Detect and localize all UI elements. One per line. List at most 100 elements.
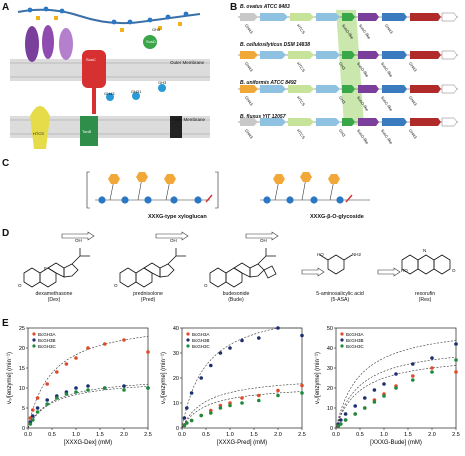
compound-dex: dexamethasone (Dex)	[24, 291, 84, 304]
gh31-enzyme	[132, 92, 140, 100]
strain-4: B. fluxus YIT 12057	[240, 114, 286, 120]
data-point-BcGH3C	[228, 403, 232, 408]
y-tick-label: 30	[173, 351, 179, 357]
y-tick-label: 20	[327, 386, 333, 392]
bude-oh-label: OH	[260, 238, 267, 243]
data-point-BcGH3B	[240, 338, 244, 343]
outer-membrane-label: Outer Membrane	[170, 60, 205, 65]
data-point-BcGH3A	[209, 408, 213, 413]
x-tick-label: 0.0	[178, 432, 186, 438]
panel-label-d: D	[2, 228, 10, 239]
locus-row-3	[238, 84, 458, 94]
legend-marker-BcGH3B	[340, 338, 344, 342]
kinetics-chart-pred: 0.0 0.5 1.0 1.5 2.0 2.5 0 10 20 30 40 [XXXG-Pred] (…	[161, 326, 306, 446]
fit-curve-BcGH3C	[27, 386, 149, 429]
compound-5asa-name: 5-aminosalicylic acid	[316, 291, 364, 297]
y-tick-label: 20	[19, 346, 25, 352]
tonb-protein	[80, 116, 98, 146]
x-tick-label: 0.5	[48, 432, 56, 438]
glucose-beads	[27, 6, 189, 25]
data-point-BcGH3B	[185, 406, 189, 410]
compound-5asa-abbr: (5-ASA)	[330, 296, 350, 303]
y-tick-label: 15	[19, 366, 25, 372]
x-axis-label: [XXXG-Pred] (mM)	[217, 440, 267, 446]
data-point-BcGH3C	[363, 406, 367, 410]
compound-res: resorufin (Res)	[400, 291, 450, 304]
htcs-label: HTCS	[33, 131, 44, 136]
x-tick-label: 2.0	[274, 432, 282, 438]
gh5-enzyme-1	[25, 26, 39, 62]
cleavage-site-right	[345, 194, 353, 203]
data-point-BcGH3A	[228, 401, 232, 405]
panel-label-a: A	[2, 2, 10, 13]
gh43-enzyme	[106, 93, 114, 101]
compound-dex-name: dexamethasone	[35, 291, 73, 297]
compound-res-abbr: (Res)	[418, 296, 432, 303]
data-point-BcGH3C	[103, 386, 107, 390]
x-tick-label: 2.5	[298, 432, 306, 438]
data-point-BcGH3B	[45, 398, 49, 402]
x-tick-label: 2.0	[428, 432, 436, 438]
legend-label-BcGH3A: BcGH3A	[346, 332, 364, 337]
panel-c-structures	[86, 171, 370, 209]
legend-label-BcGH3A: BcGH3A	[192, 332, 210, 337]
tonb-link	[92, 88, 96, 114]
x-tick-label: 1.5	[404, 432, 412, 438]
xylose-beads	[36, 16, 182, 32]
x-tick-label: 2.0	[120, 432, 128, 438]
data-point-BcGH3C	[209, 411, 213, 415]
data-point-BcGH3A	[35, 396, 40, 400]
compound-5asa: 5-aminosalicylic acid (5-ASA)	[300, 291, 380, 304]
y-tick-label: 5	[22, 406, 25, 412]
data-point-BcGH3C	[382, 394, 386, 398]
compound-bude: budesonide (Bude)	[206, 291, 266, 304]
data-point-BcGH3A	[218, 403, 223, 408]
y-tick-label: 20	[173, 376, 179, 382]
legend-label-BcGH3C: BcGH3C	[192, 344, 211, 349]
plot-frame	[335, 327, 457, 429]
data-point-BcGH3C	[240, 401, 244, 405]
data-point-BcGH3C	[454, 358, 458, 362]
data-point-BcGH3C	[122, 388, 126, 392]
strain-2: B. cellulosilyticus DSM 14838	[240, 42, 311, 48]
data-point-BcGH3B	[199, 376, 203, 380]
data-point-BcGH3A	[454, 370, 458, 374]
panel-label-c: C	[2, 158, 10, 169]
gh5-enzyme-3	[59, 28, 73, 60]
x-tick-label: 1.5	[250, 432, 258, 438]
gh5-label: GH5	[152, 27, 161, 32]
data-point-BcGH3C	[189, 418, 194, 423]
legend-marker-BcGH3A	[32, 332, 36, 336]
data-point-BcGH3A	[411, 374, 415, 378]
susc-label: SusC	[86, 57, 96, 62]
x-axis-label: [XXXG-Dex] (mM)	[64, 440, 112, 446]
gh31-label: GH31	[131, 89, 142, 94]
data-point-BcGH3A	[240, 396, 244, 400]
budesonide-structure	[209, 248, 277, 288]
data-point-BcGH3A	[31, 408, 35, 412]
kinetics-chart-bude: 0.0 0.5 1.0 1.5 2.0 2.5 0 10 20 30 40 50 [XXXG-Bude]…	[315, 326, 460, 446]
data-point-BcGH3C	[35, 410, 40, 414]
data-point-BcGH3C	[339, 422, 343, 426]
x-tick-label: 1.0	[72, 432, 80, 438]
data-point-BcGH3B	[353, 404, 357, 408]
bude-o-label: O	[204, 283, 208, 288]
y-tick-label: 10	[173, 401, 179, 407]
attachment-arrows	[61, 231, 401, 277]
y-axis-label: v₀/[enzyme] (min⁻¹)	[7, 352, 13, 404]
data-point-BcGH3B	[454, 342, 458, 346]
compound-pred: prednisolone (Pred)	[118, 291, 178, 304]
cleavage-site-left	[205, 194, 213, 203]
legend-label-BcGH3C: BcGH3C	[346, 344, 365, 349]
legend-marker-BcGH3B	[32, 338, 36, 342]
data-point-BcGH3B	[182, 416, 187, 420]
y-tick-label: 40	[327, 346, 333, 352]
glycoside-glucose-rings	[263, 196, 344, 204]
legend-marker-BcGH3B	[186, 338, 190, 342]
data-point-BcGH3C	[336, 424, 341, 428]
y-tick-label: 0	[22, 426, 25, 432]
data-point-BcGH3B	[209, 363, 213, 368]
inner-membrane-band	[10, 116, 210, 138]
data-point-BcGH3A	[430, 366, 434, 370]
data-point-BcGH3A	[257, 393, 261, 398]
